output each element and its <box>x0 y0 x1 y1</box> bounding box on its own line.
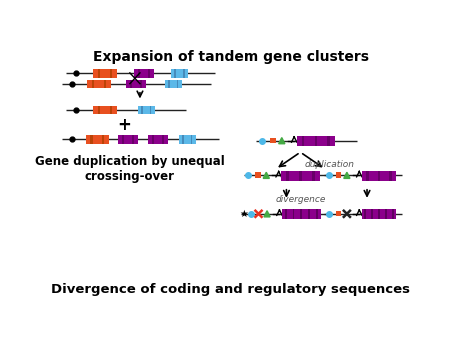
Polygon shape <box>264 211 270 217</box>
Bar <box>149 106 151 115</box>
Bar <box>300 209 302 219</box>
Bar <box>152 135 154 144</box>
Bar <box>87 80 111 88</box>
Bar <box>362 209 396 219</box>
Bar <box>141 106 143 115</box>
Bar <box>179 135 196 144</box>
Text: +: + <box>117 116 131 134</box>
Bar <box>302 136 304 146</box>
Bar <box>378 209 380 219</box>
Bar <box>92 80 94 88</box>
Text: Gene duplication by unequal
crossing-over: Gene duplication by unequal crossing-ove… <box>35 154 225 183</box>
Bar <box>110 106 112 115</box>
Bar <box>126 80 146 88</box>
Bar <box>336 172 342 178</box>
Bar <box>336 211 342 216</box>
Bar <box>168 80 170 88</box>
Bar <box>162 135 164 144</box>
Bar <box>378 171 380 181</box>
Text: Divergence of coding and regulatory sequences: Divergence of coding and regulatory sequ… <box>51 283 410 296</box>
Bar <box>191 135 192 144</box>
Bar <box>281 171 320 181</box>
Bar <box>366 171 369 181</box>
Bar <box>148 69 150 77</box>
Bar <box>282 209 320 219</box>
Bar <box>364 209 366 219</box>
Bar <box>138 106 155 115</box>
Bar <box>98 106 100 115</box>
Bar <box>122 135 124 144</box>
Bar <box>256 172 261 178</box>
Bar <box>86 135 109 144</box>
Bar <box>132 135 135 144</box>
Bar <box>90 135 93 144</box>
Bar <box>183 69 184 77</box>
Bar <box>118 135 139 144</box>
Bar <box>182 135 184 144</box>
Bar <box>104 80 106 88</box>
Bar <box>110 69 112 77</box>
Text: Expansion of tandem gene clusters: Expansion of tandem gene clusters <box>93 50 369 64</box>
Bar <box>392 209 394 219</box>
Bar <box>389 171 392 181</box>
Text: ★: ★ <box>239 209 248 219</box>
Bar <box>312 171 315 181</box>
Bar <box>285 209 287 219</box>
Bar <box>315 136 317 146</box>
Bar <box>138 69 140 77</box>
Bar <box>174 69 176 77</box>
Bar <box>316 209 318 219</box>
Polygon shape <box>263 172 270 178</box>
Bar <box>140 80 142 88</box>
Text: divergence: divergence <box>275 195 325 203</box>
Bar <box>292 209 294 219</box>
Bar <box>371 209 373 219</box>
Bar <box>297 136 335 146</box>
Bar <box>308 209 310 219</box>
Bar <box>94 69 117 77</box>
Bar <box>328 136 330 146</box>
Bar <box>98 69 100 77</box>
Bar <box>165 80 182 88</box>
Bar <box>171 69 188 77</box>
Bar <box>385 209 387 219</box>
Bar <box>134 69 154 77</box>
Bar <box>270 138 275 143</box>
Text: duplication: duplication <box>304 160 354 169</box>
Bar <box>102 135 104 144</box>
Bar <box>94 106 117 115</box>
Polygon shape <box>279 138 285 144</box>
Bar <box>130 80 132 88</box>
Bar <box>148 135 168 144</box>
Bar <box>177 80 178 88</box>
Polygon shape <box>344 172 350 178</box>
Bar <box>286 171 289 181</box>
Bar <box>299 171 302 181</box>
Bar <box>362 171 396 181</box>
